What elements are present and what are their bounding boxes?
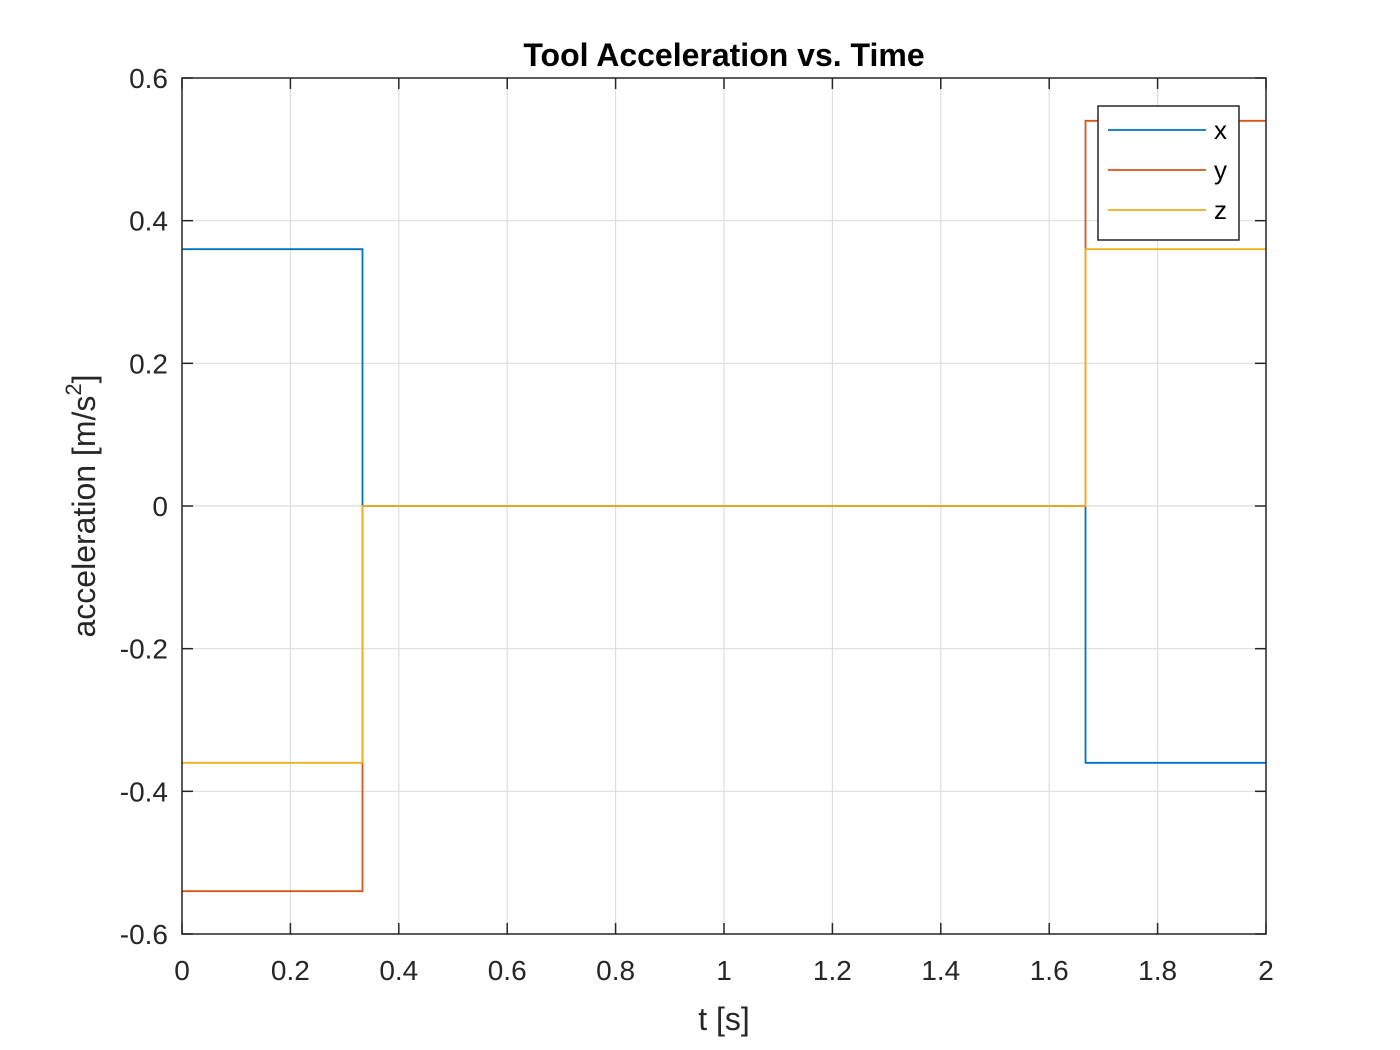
x-tick-label: 0.8 (596, 955, 635, 986)
x-tick-label: 1.8 (1138, 955, 1177, 986)
y-axis-label-suffix: ] (66, 374, 102, 383)
x-tick-label: 0 (174, 955, 190, 986)
x-tick-labels: 0 0.2 0.4 0.6 0.8 1 1.2 1.4 1.6 1.8 2 (174, 955, 1274, 986)
y-tick-label: 0.4 (129, 206, 168, 237)
legend-label-y: y (1214, 155, 1227, 185)
x-tick-label: 1.6 (1030, 955, 1069, 986)
y-axis-label-superscript: 2 (61, 383, 86, 395)
y-tick-label: -0.2 (120, 634, 168, 665)
y-axis-label-main: acceleration [m/s (66, 396, 102, 638)
legend-box (1097, 105, 1240, 241)
x-tick-label: 1.4 (921, 955, 960, 986)
x-tick-label: 0.4 (379, 955, 418, 986)
x-tick-label: 1 (716, 955, 732, 986)
x-tick-label: 0.6 (488, 955, 527, 986)
series-line-z (182, 248, 1266, 764)
y-tick-label: -0.4 (120, 776, 168, 807)
legend-label-x: x (1214, 115, 1227, 145)
plot-area (181, 77, 1267, 935)
x-tick-label: 0.2 (271, 955, 310, 986)
ticks (181, 77, 1267, 935)
y-axis-label: acceleration [m/s2] (61, 374, 102, 637)
legend-label-z: z (1214, 195, 1227, 225)
y-tick-label: 0.2 (129, 348, 168, 379)
y-tick-label: -0.6 (120, 919, 168, 950)
legend: xyz (1097, 105, 1240, 241)
x-tick-label: 1.2 (813, 955, 852, 986)
x-axis-label: t [s] (698, 1001, 750, 1037)
y-tick-label: 0 (152, 491, 168, 522)
y-tick-label: 0.6 (129, 63, 168, 94)
chart-title: Tool Acceleration vs. Time (523, 37, 924, 73)
x-tick-label: 2 (1258, 955, 1274, 986)
y-tick-labels: -0.6 -0.4 -0.2 0 0.2 0.4 0.6 (120, 63, 168, 950)
